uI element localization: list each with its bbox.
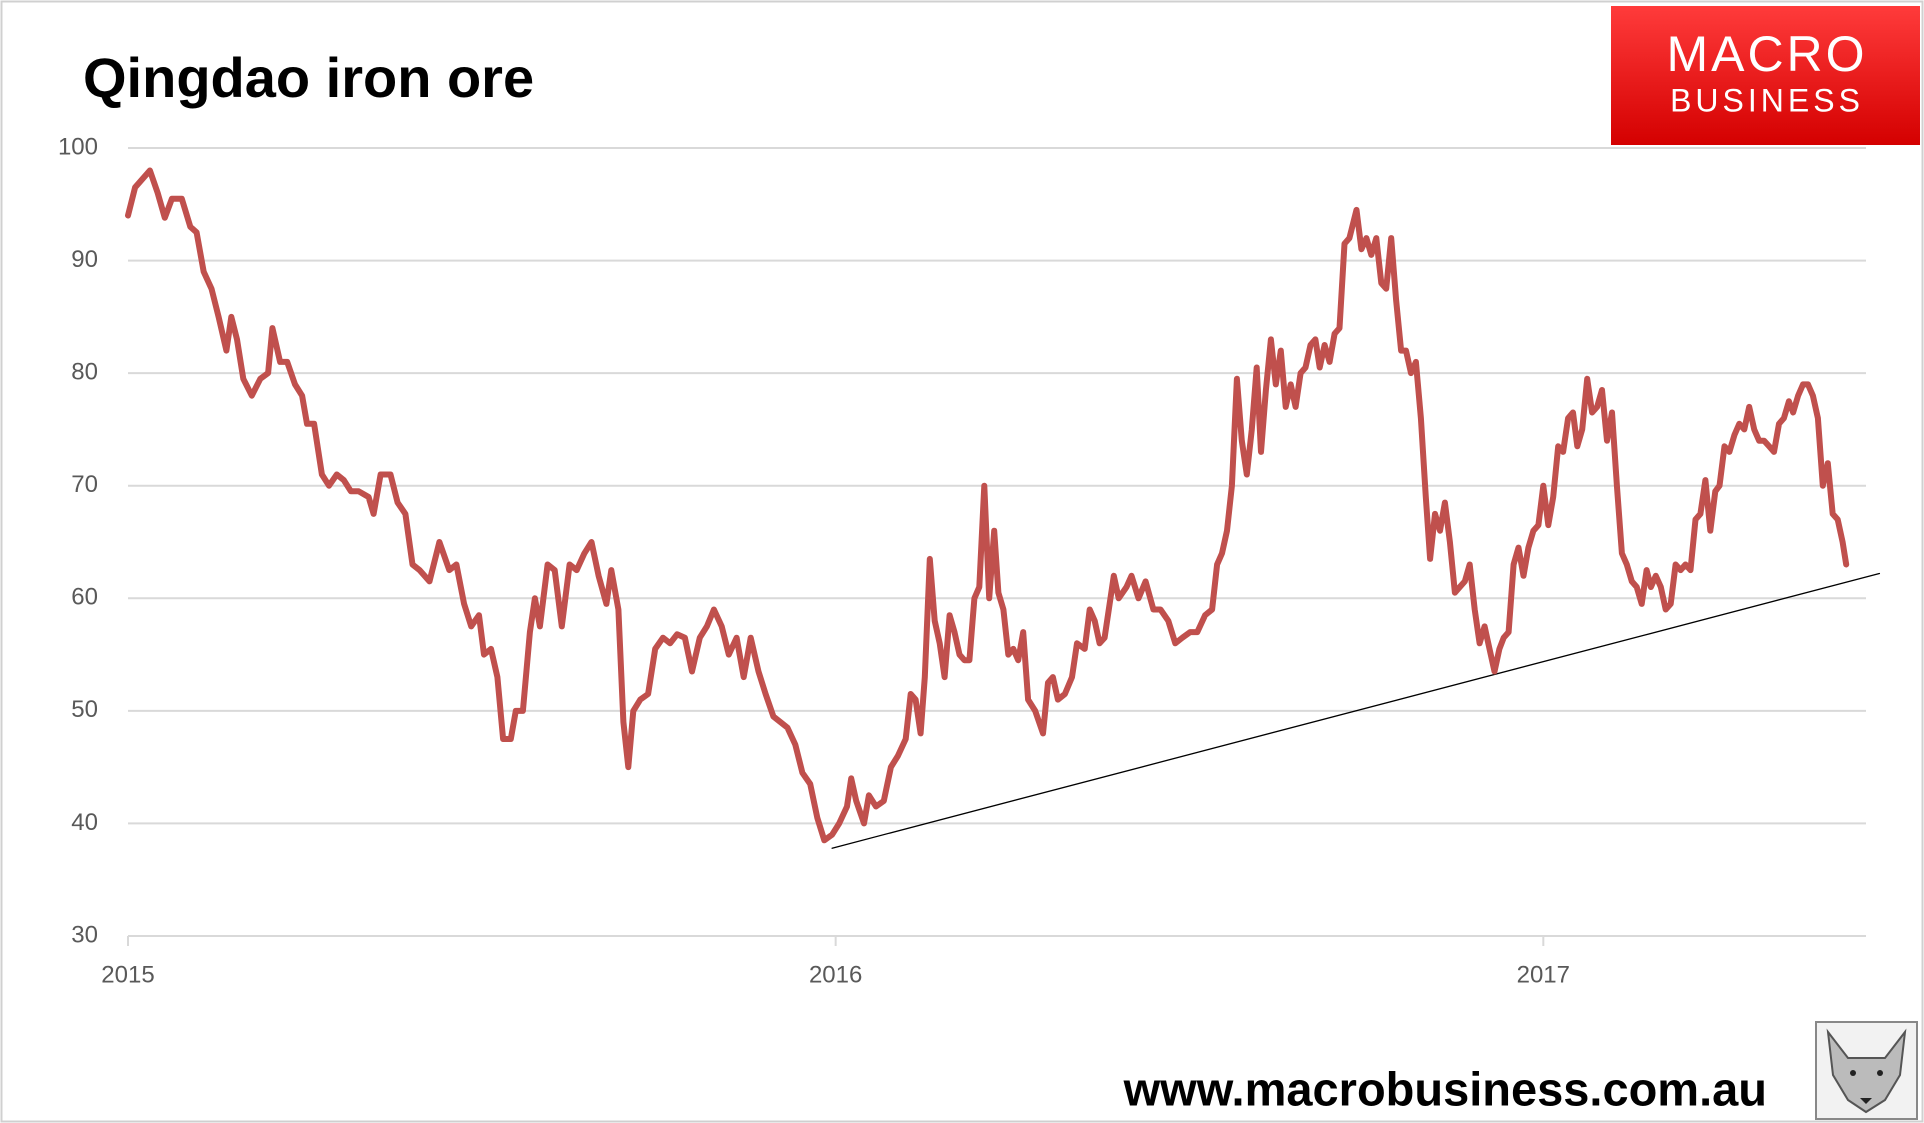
y-tick-label: 50 xyxy=(71,696,98,723)
logo-line2: BUSINESS xyxy=(1670,82,1864,118)
y-tick-label: 70 xyxy=(71,471,98,498)
url: www.macrobusiness.com.au xyxy=(1123,1062,1767,1115)
x-tick-label: 2016 xyxy=(809,961,862,988)
y-tick-label: 100 xyxy=(58,133,98,160)
y-tick-label: 40 xyxy=(71,809,98,836)
fox-icon xyxy=(1815,1021,1918,1120)
y-tick-label: 80 xyxy=(71,358,98,385)
y-tick-label: 30 xyxy=(71,921,98,948)
chart-title: Qingdao iron ore xyxy=(83,46,534,109)
trend-line xyxy=(831,572,1881,849)
price-line xyxy=(125,167,1850,844)
y-tick-label: 60 xyxy=(71,584,98,611)
y-tick-label: 90 xyxy=(71,246,98,273)
plot-area: 30 40 50 60 70 80 90 100 2015 2016 2017 xyxy=(58,133,1881,988)
x-tick-label: 2015 xyxy=(101,961,154,988)
logo-line1: MACRO xyxy=(1666,26,1867,82)
logo-box xyxy=(1611,6,1920,145)
x-tick-label: 2017 xyxy=(1517,961,1570,988)
